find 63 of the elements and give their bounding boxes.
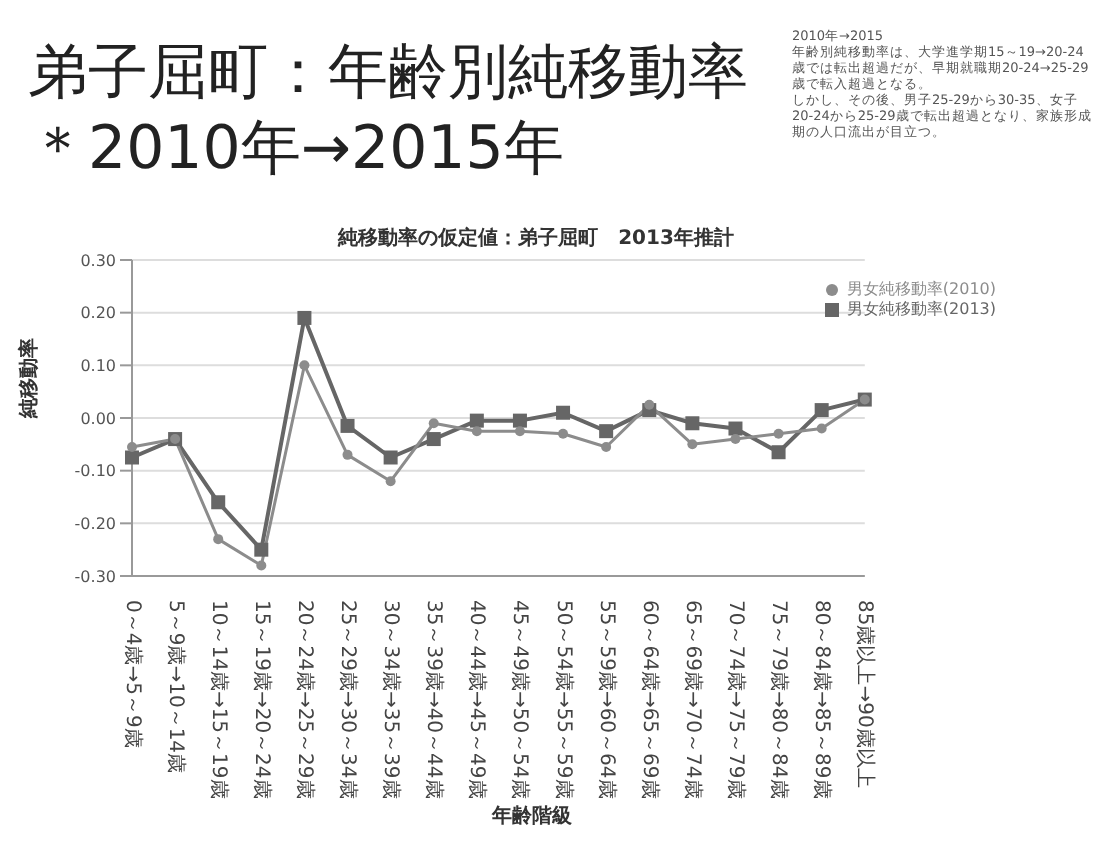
point	[469, 413, 484, 428]
point	[816, 423, 827, 434]
point	[730, 434, 741, 445]
point	[685, 416, 700, 431]
y-tick-label: -0.30	[74, 567, 116, 586]
point	[297, 310, 312, 325]
point	[125, 450, 139, 465]
point	[213, 534, 224, 545]
x-tick-label: 0～4歳→5～9歳	[120, 600, 145, 748]
point	[428, 418, 439, 429]
point	[599, 424, 614, 439]
legend-label: 男女純移動率(2013)	[846, 300, 996, 320]
point	[254, 542, 269, 557]
point	[426, 432, 441, 447]
x-tick-label: 75～79歳→80～84歳	[767, 600, 792, 799]
x-tick-label: 20～24歳→25～29歳	[292, 600, 317, 799]
point	[728, 421, 743, 436]
point	[342, 449, 353, 460]
x-tick-label: 5～9歳→10～14歳	[163, 600, 188, 774]
x-tick-label: 10～14歳→15～19歳	[206, 600, 231, 799]
x-tick-label: 70～74歳→75～79歳	[724, 600, 748, 799]
point	[814, 403, 829, 418]
point	[512, 413, 527, 428]
x-tick-label: 50～54歳→55～59歳	[551, 600, 576, 799]
text: 弟子屈町：年齢別純移動率	[28, 36, 748, 112]
y-tick-label: -0.10	[74, 462, 116, 481]
point	[340, 418, 355, 433]
x-tick-label: 25～29歳→30～34歳	[336, 600, 361, 799]
x-tick-label: 60～64歳→65～69歳	[637, 600, 662, 799]
y-tick-label: -0.20	[74, 515, 116, 534]
x-tick-label: 85歳以上→90歳以上	[853, 600, 878, 788]
point	[127, 441, 137, 452]
text: ＊2010年→2015年	[28, 112, 566, 188]
legend-label: 男女純移動率(2010)	[846, 280, 996, 300]
y-tick-label: 0.10	[80, 357, 116, 376]
chart-title: 純移動率の仮定値：弟子屈町 2013年推計	[335, 224, 736, 252]
y-tick-label: 0.30	[80, 251, 116, 270]
point	[601, 441, 612, 452]
y-tick-label: 0.20	[80, 304, 116, 323]
point	[514, 426, 525, 437]
point	[299, 360, 310, 371]
point	[256, 560, 267, 571]
y-axis-title: 純移動率	[17, 338, 42, 420]
x-tick-label: 55～59歳→60～64歳	[594, 600, 619, 799]
x-tick-label: 15～19歳→20～24歳	[249, 600, 274, 799]
point	[211, 495, 226, 510]
point	[558, 428, 569, 439]
point	[687, 439, 698, 450]
x-tick-label: 35～39歳→40～44歳	[422, 600, 447, 799]
point	[383, 450, 398, 465]
point	[385, 476, 396, 487]
x-tick-label: 65～69歳→70～74歳	[680, 600, 705, 799]
x-tick-label: 45～49歳→50～54歳	[508, 600, 533, 799]
x-tick-label: 30～34歳→35～39歳	[379, 600, 404, 799]
point	[471, 426, 482, 437]
x-tick-label: 40～44歳→45～49歳	[465, 600, 490, 799]
point	[644, 399, 655, 410]
point	[771, 445, 786, 460]
point	[773, 428, 784, 439]
point	[556, 405, 571, 420]
x-tick-label: 80～84歳→85～89歳	[810, 600, 835, 799]
x-axis-title: 年齢階級	[489, 804, 574, 832]
y-tick-label: 0.00	[80, 409, 116, 428]
